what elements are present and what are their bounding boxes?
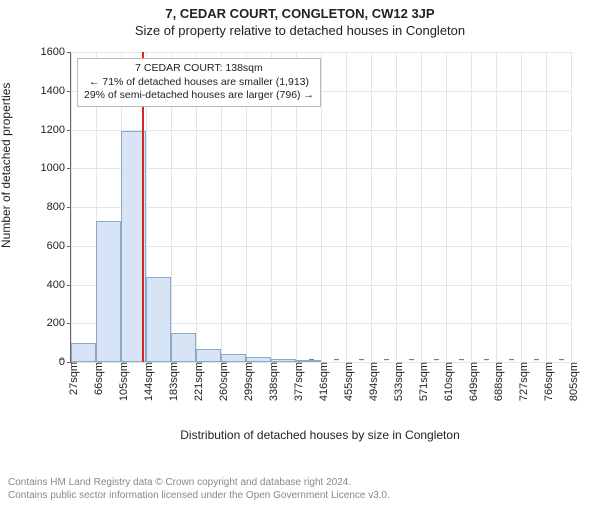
annotation-box: 7 CEDAR COURT: 138sqm← 71% of detached h… (77, 58, 321, 107)
y-tick-label: 1200 (41, 124, 71, 136)
gridline-v (71, 52, 72, 362)
x-tick-label: 338sqm (262, 362, 280, 401)
gridline-v (346, 52, 347, 362)
histogram-bar (96, 221, 121, 362)
x-tick-label: 571sqm (412, 362, 430, 401)
x-tick-label: 766sqm (537, 362, 555, 401)
histogram-bar (246, 357, 271, 362)
annotation-line: 7 CEDAR COURT: 138sqm (84, 62, 314, 76)
gridline-v (496, 52, 497, 362)
plot-area: 0200400600800100012001400160027sqm66sqm1… (70, 52, 571, 363)
gridline-v (471, 52, 472, 362)
y-tick-label: 1600 (41, 46, 71, 58)
x-tick-label: 144sqm (137, 362, 155, 401)
x-tick-label: 494sqm (362, 362, 380, 401)
annotation-line: ← 71% of detached houses are smaller (1,… (84, 76, 314, 90)
x-tick-label: 377sqm (287, 362, 305, 401)
footer-line-1: Contains HM Land Registry data © Crown c… (8, 477, 390, 490)
x-tick-label: 649sqm (462, 362, 480, 401)
y-tick-label: 400 (47, 279, 71, 291)
chart-container: Number of detached properties 0200400600… (0, 48, 600, 448)
histogram-bar (271, 359, 296, 362)
x-axis-label: Distribution of detached houses by size … (70, 428, 570, 442)
gridline-v (571, 52, 572, 362)
histogram-bar (146, 277, 171, 362)
x-tick-label: 533sqm (387, 362, 405, 401)
x-tick-label: 183sqm (162, 362, 180, 401)
x-tick-label: 455sqm (337, 362, 355, 401)
gridline-v (521, 52, 522, 362)
histogram-bar (221, 354, 246, 362)
chart-title-sub: Size of property relative to detached ho… (0, 23, 600, 38)
chart-title-main: 7, CEDAR COURT, CONGLETON, CW12 3JP (0, 6, 600, 21)
gridline-v (546, 52, 547, 362)
gridline-v (421, 52, 422, 362)
histogram-bar (296, 360, 321, 362)
x-tick-label: 221sqm (187, 362, 205, 401)
y-tick-label: 600 (47, 240, 71, 252)
histogram-bar (171, 333, 196, 362)
gridline-v (371, 52, 372, 362)
x-tick-label: 66sqm (87, 362, 105, 395)
footer-attribution: Contains HM Land Registry data © Crown c… (8, 477, 390, 502)
x-tick-label: 805sqm (562, 362, 580, 401)
gridline-v (446, 52, 447, 362)
gridline-v (396, 52, 397, 362)
x-tick-label: 299sqm (237, 362, 255, 401)
x-tick-label: 727sqm (512, 362, 530, 401)
x-tick-label: 27sqm (62, 362, 80, 395)
y-tick-label: 200 (47, 317, 71, 329)
y-tick-label: 800 (47, 201, 71, 213)
y-axis-label: Number of detached properties (0, 83, 13, 248)
histogram-bar (71, 343, 96, 362)
x-tick-label: 416sqm (312, 362, 330, 401)
x-tick-label: 105sqm (112, 362, 130, 401)
gridline-v (321, 52, 322, 362)
x-tick-label: 610sqm (437, 362, 455, 401)
annotation-line: 29% of semi-detached houses are larger (… (84, 89, 314, 103)
footer-line-2: Contains public sector information licen… (8, 490, 390, 503)
x-tick-label: 688sqm (487, 362, 505, 401)
y-tick-label: 1400 (41, 85, 71, 97)
x-tick-label: 260sqm (212, 362, 230, 401)
histogram-bar (196, 349, 221, 362)
y-tick-label: 1000 (41, 162, 71, 174)
